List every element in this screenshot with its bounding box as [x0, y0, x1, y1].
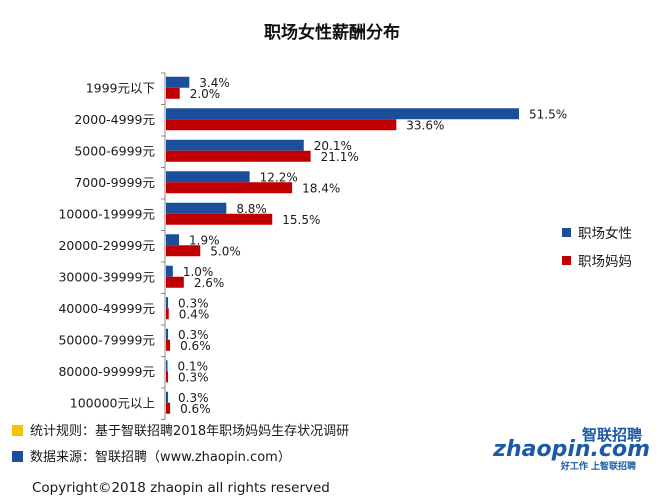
- bar-mothers: [166, 213, 273, 225]
- bar-women: [166, 139, 304, 151]
- legend-swatch: [562, 228, 571, 237]
- copyright-text: Copyright©2018 zhaopin all rights reserv…: [32, 480, 330, 496]
- data-label-women: 51.5%: [529, 107, 567, 121]
- data-label-women: 1.0%: [183, 265, 214, 279]
- bar-mothers: [166, 150, 311, 162]
- category-label: 10000-19999元: [58, 206, 155, 221]
- category-label: 7000-9999元: [74, 175, 155, 190]
- plot-area: 1999元以下 3.4%2.0% 2000-4999元 51.5% 33.6% 5000-…: [58, 72, 567, 420]
- footer-bullet: [12, 451, 23, 462]
- chart-title: 职场女性薪酬分布: [264, 22, 400, 43]
- logo: 智联招聘 zhaopin.com 好工作 上智联招聘: [492, 426, 650, 472]
- bar-women: [166, 360, 168, 372]
- data-label-women: 0.3%: [178, 296, 209, 310]
- data-label-mothers: 0.6%: [180, 402, 211, 416]
- bar-women: [166, 328, 169, 340]
- data-label-mothers: 0.3%: [178, 370, 209, 384]
- bar-mothers: [166, 339, 171, 351]
- bar-women: [166, 202, 227, 214]
- bar-women: [166, 76, 190, 88]
- bar-women: [166, 391, 169, 403]
- bar-mothers: [166, 308, 169, 320]
- category-label: 5000-6999元: [74, 143, 155, 158]
- data-label-women: 0.3%: [178, 391, 209, 405]
- data-label-mothers: 18.4%: [302, 181, 340, 195]
- data-label-women: 20.1%: [314, 139, 352, 153]
- data-label-mothers: 15.5%: [282, 213, 320, 227]
- logo-brand-cn: 智联招聘: [582, 426, 642, 444]
- category-label: 40000-49999元: [58, 301, 155, 316]
- data-label-women: 0.1%: [178, 359, 209, 373]
- bar-mothers: [166, 245, 201, 257]
- data-label-mothers: 2.6%: [194, 276, 225, 290]
- bar-mothers: [166, 371, 169, 383]
- bar-women: [166, 297, 169, 309]
- data-label-women: 12.2%: [260, 170, 298, 184]
- bar-mothers: [166, 182, 293, 194]
- data-label-mothers: 2.0%: [190, 87, 221, 101]
- bar-mothers: [166, 402, 171, 414]
- data-label-mothers: 21.1%: [321, 150, 359, 164]
- data-label-women: 0.3%: [178, 328, 209, 342]
- bar-mothers: [166, 276, 184, 288]
- legend-label: 职场女性: [578, 225, 632, 242]
- data-label-women: 1.9%: [189, 233, 220, 247]
- data-label-mothers: 0.4%: [179, 307, 210, 321]
- category-label: 50000-79999元: [58, 332, 155, 347]
- bar-women: [166, 234, 180, 246]
- data-label-women: 3.4%: [199, 76, 230, 90]
- footer-note: 数据来源：智联招聘（www.zhaopin.com）: [30, 450, 291, 465]
- category-label: 100000元以上: [70, 395, 155, 410]
- category-label: 1999元以下: [86, 80, 155, 95]
- logo-slogan: 好工作 上智联招聘: [560, 460, 636, 472]
- category-label: 2000-4999元: [74, 112, 155, 127]
- bar-women: [166, 108, 519, 120]
- category-label: 80000-99999元: [58, 364, 155, 379]
- legend-swatch: [562, 256, 571, 265]
- footer-note: 统计规则：基于智联招聘2018年职场妈妈生存状况调研: [30, 424, 349, 439]
- logo-brand-en: zhaopin.com: [492, 437, 650, 462]
- bar-women: [166, 265, 173, 277]
- data-label-mothers: 5.0%: [210, 244, 241, 258]
- bar-mothers: [166, 87, 180, 99]
- bar-women: [166, 171, 250, 183]
- data-label-women: 8.8%: [236, 202, 267, 216]
- footer-notes: 统计规则：基于智联招聘2018年职场妈妈生存状况调研数据来源：智联招聘（www.…: [12, 424, 349, 465]
- footer-bullet: [12, 425, 23, 436]
- bar-mothers: [166, 119, 397, 131]
- category-label: 20000-29999元: [58, 238, 155, 253]
- legend-label: 职场妈妈: [578, 254, 632, 270]
- data-label-mothers: 33.6%: [406, 118, 444, 132]
- data-label-mothers: 0.6%: [180, 339, 211, 353]
- category-label: 30000-39999元: [58, 269, 155, 284]
